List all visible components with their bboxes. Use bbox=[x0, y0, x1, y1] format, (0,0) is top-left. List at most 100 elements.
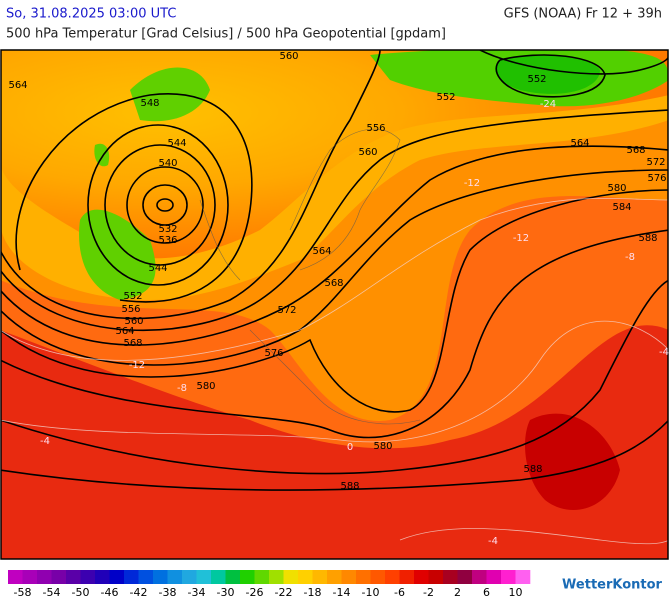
geopotential-label: 552 bbox=[527, 74, 546, 85]
geopotential-label: 544 bbox=[148, 263, 167, 274]
geopotential-label: 556 bbox=[366, 123, 385, 134]
geopotential-label: 568 bbox=[626, 145, 645, 156]
colorbar-swatch bbox=[370, 570, 386, 584]
colorbar-label: -50 bbox=[72, 586, 90, 599]
geopotential-label: 564 bbox=[570, 138, 589, 149]
map-field bbox=[1, 50, 668, 559]
model-run: GFS (NOAA) Fr 12 + 39h bbox=[504, 7, 662, 22]
colorbar-label: -6 bbox=[394, 586, 405, 599]
geopotential-label: 580 bbox=[607, 183, 626, 194]
temperature-label: -8 bbox=[625, 252, 635, 263]
geopotential-label: 572 bbox=[277, 305, 296, 316]
colorbar-swatch bbox=[428, 570, 444, 584]
colorbar-label: -10 bbox=[362, 586, 380, 599]
geopotential-label: 556 bbox=[121, 304, 140, 315]
colorbar-label: -26 bbox=[246, 586, 264, 599]
geopotential-label: 540 bbox=[158, 158, 177, 169]
colorbar-swatch bbox=[51, 570, 67, 584]
geopotential-label: 564 bbox=[312, 246, 331, 257]
geopotential-label: 536 bbox=[158, 235, 177, 246]
geopotential-label: 588 bbox=[638, 233, 657, 244]
map-frame bbox=[0, 49, 669, 560]
colorbar-label: -2 bbox=[423, 586, 434, 599]
colorbar-swatch bbox=[182, 570, 197, 584]
colorbar-label: -18 bbox=[304, 586, 322, 599]
colorbar-swatch bbox=[138, 570, 154, 584]
geopotential-label: 588 bbox=[340, 481, 359, 492]
colorbar-swatch bbox=[196, 570, 212, 584]
coastlines bbox=[199, 128, 421, 425]
temperature-label: -12 bbox=[513, 233, 529, 244]
colorbar-swatch bbox=[312, 570, 328, 584]
geopotential-label: 560 bbox=[124, 316, 143, 327]
geopotential-label: 564 bbox=[115, 326, 134, 337]
geopotential-label: 544 bbox=[167, 138, 186, 149]
temperature-label: -24 bbox=[540, 99, 556, 110]
geopotential-label: 568 bbox=[324, 278, 343, 289]
parameter: 500 hPa Temperatur [Grad Celsius] / 500 … bbox=[6, 27, 446, 42]
brand-logo: WetterKontor bbox=[562, 578, 663, 593]
colorbar-label: -14 bbox=[333, 586, 351, 599]
colorbar-swatch bbox=[80, 570, 96, 584]
colorbar-swatch bbox=[167, 570, 183, 584]
geopotential-label: 552 bbox=[123, 291, 142, 302]
colorbar-swatch bbox=[298, 570, 313, 584]
colorbar-swatch bbox=[109, 570, 125, 584]
colorbar-swatch bbox=[414, 570, 429, 584]
geopotential-label: 552 bbox=[436, 92, 455, 103]
temperature-label: -4 bbox=[488, 536, 498, 547]
colorbar-swatch bbox=[240, 570, 255, 584]
colorbar-swatch bbox=[283, 570, 299, 584]
colorbar-swatch bbox=[124, 570, 139, 584]
colorbar-swatch bbox=[501, 570, 516, 584]
valid-time: So, 31.08.2025 03:00 UTC bbox=[6, 7, 176, 22]
colorbar-swatch bbox=[356, 570, 371, 584]
colorbar-swatch bbox=[486, 570, 502, 584]
colorbar-swatch bbox=[399, 570, 415, 584]
geopotential-label: 584 bbox=[612, 202, 631, 213]
colorbar-label: -58 bbox=[14, 586, 32, 599]
temperature-label: -4 bbox=[40, 436, 50, 447]
colorbar: -58 -54 -50 -46 -42 -38 -34 -30 -26 -22 -18 -14 -10-… bbox=[8, 570, 531, 599]
colorbar-swatch bbox=[22, 570, 38, 584]
geopotential-label: 560 bbox=[358, 147, 377, 158]
geopotential-label: 572 bbox=[646, 157, 665, 168]
colorbar-swatch bbox=[341, 570, 357, 584]
colorbar-label: -42 bbox=[130, 586, 148, 599]
colorbar-swatch bbox=[8, 570, 23, 584]
colorbar-swatch bbox=[457, 570, 473, 584]
temperature-label: -8 bbox=[177, 383, 187, 394]
colorbar-label: 6 bbox=[483, 586, 490, 599]
colorbar-swatch bbox=[385, 570, 400, 584]
colorbar-label: -34 bbox=[188, 586, 206, 599]
colorbar-swatch bbox=[269, 570, 284, 584]
temperature-label: 0 bbox=[347, 442, 353, 453]
colorbar-swatch bbox=[66, 570, 81, 584]
colorbar-swatch bbox=[472, 570, 487, 584]
geopotential-label: 548 bbox=[140, 98, 159, 109]
geopotential-label: 576 bbox=[647, 173, 666, 184]
colorbar-label: 10 bbox=[509, 586, 523, 599]
colorbar-swatch bbox=[95, 570, 110, 584]
geopotential-label: 564 bbox=[8, 80, 27, 91]
colorbar-swatch bbox=[37, 570, 52, 584]
geopotential-label: 580 bbox=[196, 381, 215, 392]
colorbar-swatch bbox=[225, 570, 241, 584]
colorbar-label: -46 bbox=[101, 586, 119, 599]
geopotential-label: 568 bbox=[123, 338, 142, 349]
colorbar-label: -22 bbox=[275, 586, 293, 599]
geopotential-label: 532 bbox=[158, 224, 177, 235]
colorbar-swatch bbox=[327, 570, 342, 584]
colorbar-label: 2 bbox=[454, 586, 461, 599]
colorbar-swatch bbox=[254, 570, 270, 584]
geopotential-label: 588 bbox=[523, 464, 542, 475]
temperature-label: -12 bbox=[129, 360, 145, 371]
colorbar-label: -38 bbox=[159, 586, 177, 599]
colorbar-swatch bbox=[211, 570, 226, 584]
geopotential-label: 580 bbox=[373, 441, 392, 452]
geopotential-contours bbox=[1, 50, 668, 491]
colorbar-swatch bbox=[443, 570, 458, 584]
temperature-label: -4 bbox=[659, 347, 669, 358]
colorbar-label: -54 bbox=[43, 586, 61, 599]
